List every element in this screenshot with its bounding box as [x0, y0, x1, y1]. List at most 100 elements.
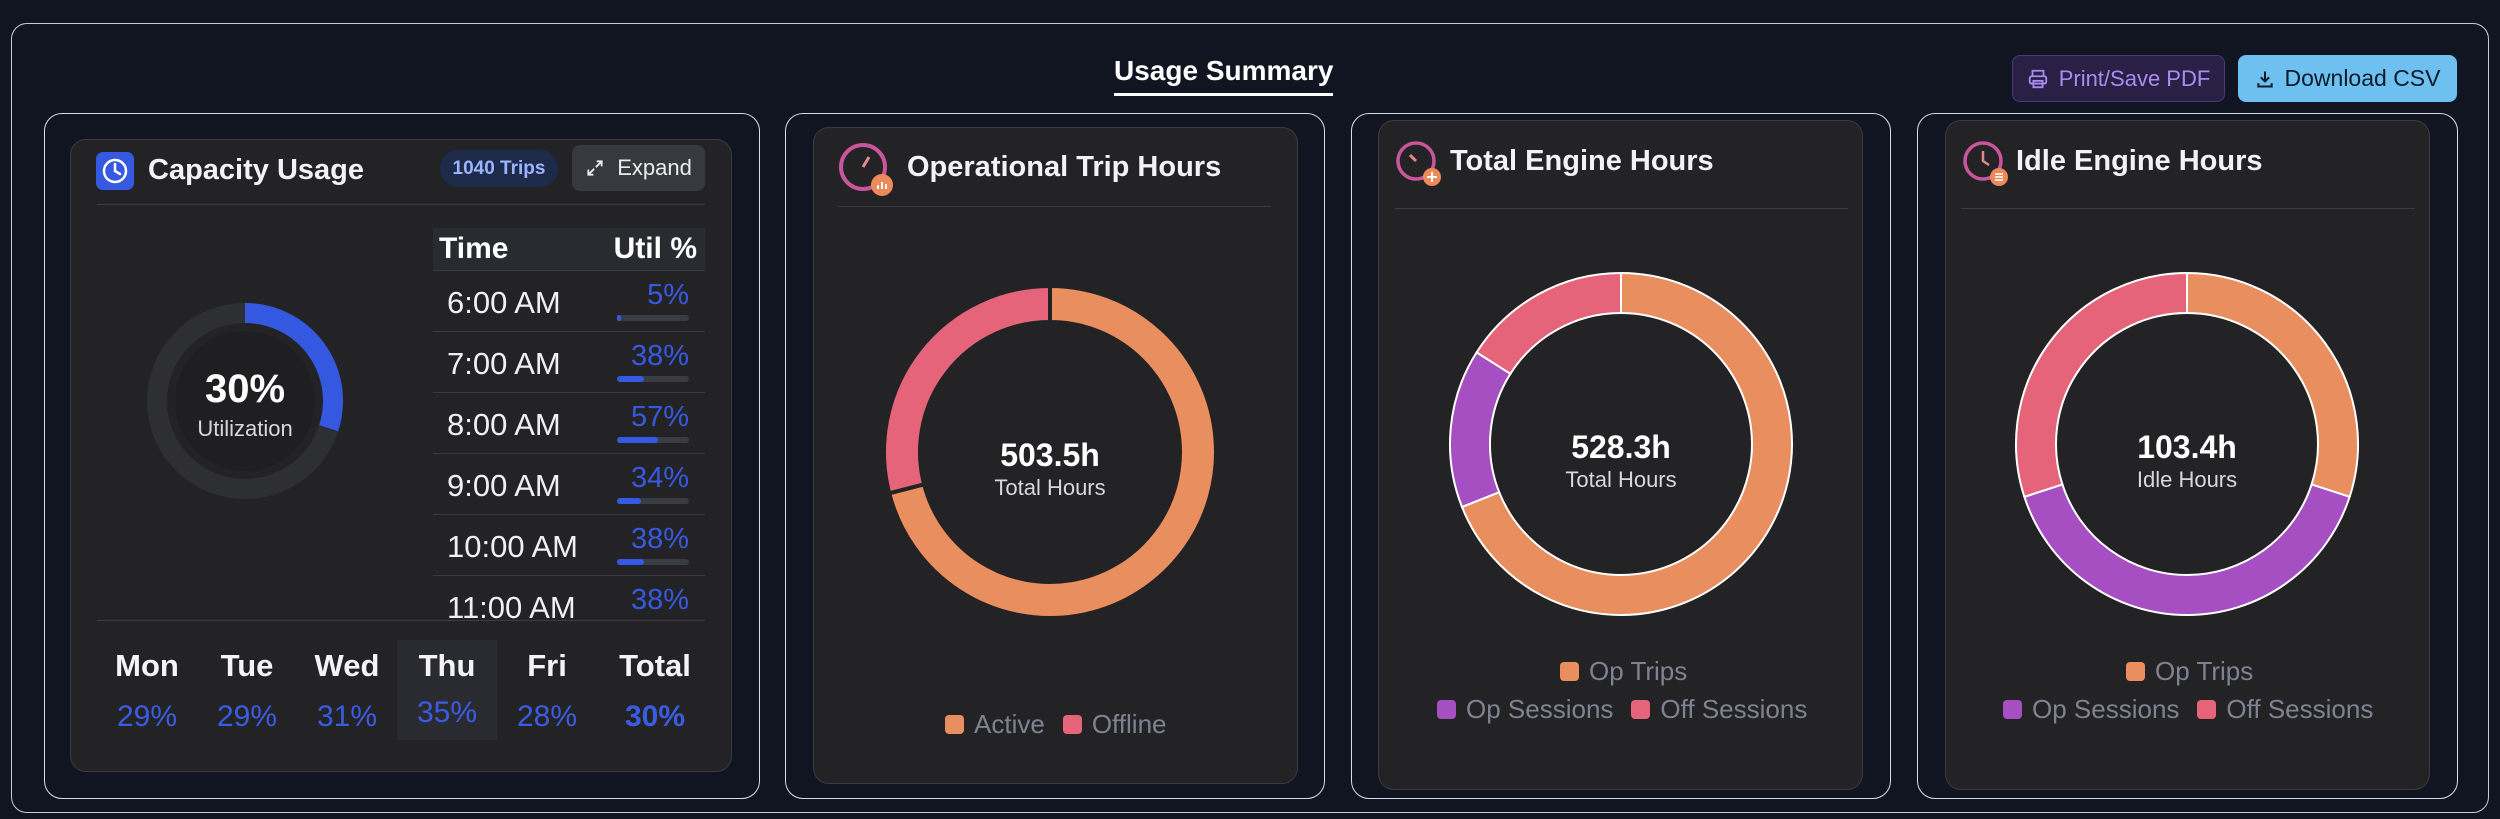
print-save-pdf-button[interactable]: Print/Save PDF	[2012, 55, 2225, 102]
chart2-title: Total Engine Hours	[1450, 145, 1714, 177]
capacity-panel	[44, 113, 760, 799]
chart3-title: Idle Engine Hours	[2016, 145, 2263, 177]
legend-op-sessions: Op Sessions	[2032, 694, 2180, 724]
day-cell-fri: Fri 28%	[497, 640, 597, 740]
day-value: 29%	[216, 700, 278, 733]
donut-slice-off-sessions[interactable]	[2015, 271, 2188, 499]
weekday-summary: Mon 29% Tue 29% Wed 31% Thu 35% Fri 28% Total 30%	[97, 640, 705, 740]
donut-slice-op-sessions[interactable]	[1449, 350, 1512, 509]
day-cell-mon: Mon 29%	[97, 640, 197, 740]
table-row: 7:00 AM 38%	[433, 331, 705, 392]
day-name: Total	[619, 648, 691, 683]
row-time: 9:00 AM	[447, 468, 561, 503]
utilization-ring	[147, 303, 343, 499]
util-bar-fill	[617, 437, 659, 443]
day-cell-total: Total 30%	[605, 640, 705, 740]
idle-clock-icon	[1963, 141, 2008, 186]
day-value: 28%	[516, 700, 578, 733]
engine-hours-donut	[1449, 271, 1793, 616]
chart2-divider	[1395, 208, 1848, 209]
chart1-center-value: 503.5h	[1000, 437, 1100, 473]
table-row: 11:00 AM 38%	[433, 575, 705, 620]
clock-icon	[96, 152, 134, 190]
legend-swatch-op-sessions	[1437, 700, 1456, 719]
chart2-center-label: Total Hours	[1565, 467, 1677, 492]
utilization-value: 30%	[204, 367, 286, 411]
engine-hours-panel	[1351, 113, 1891, 799]
donut-slice-op-sessions[interactable]	[2023, 483, 2351, 617]
legend-swatch-op-sessions	[2003, 700, 2022, 719]
trip-hours-panel	[785, 113, 1325, 799]
chart3-divider	[1962, 208, 2415, 209]
table-row: 6:00 AM 5%	[433, 270, 705, 331]
day-cell-tue: Tue 29%	[197, 640, 297, 740]
legend-op-sessions: Op Sessions	[1466, 694, 1614, 724]
day-value: 35%	[416, 696, 478, 729]
usage-summary-container	[11, 23, 2489, 813]
utilization-arc	[244, 303, 343, 432]
legend-off-sessions: Off Sessions	[2226, 694, 2374, 724]
chart2-legend-row1: Op Trips	[1560, 656, 1687, 687]
legend-swatch-offline	[1062, 715, 1082, 734]
row-util: 38%	[630, 584, 689, 616]
util-bar-fill	[617, 376, 645, 382]
util-bar-fill	[617, 498, 642, 504]
table-row: 8:00 AM 57%	[433, 392, 705, 453]
legend-swatch-off-sessions	[2197, 700, 2217, 719]
util-bar	[617, 498, 689, 504]
row-util: 38%	[630, 523, 689, 555]
chart1-legend: Active Offline	[945, 709, 1167, 740]
util-bar-fill	[617, 315, 621, 321]
row-time: 11:00 AM	[447, 590, 576, 620]
download-csv-button[interactable]: Download CSV	[2238, 55, 2457, 102]
trip-hours-donut	[882, 283, 1218, 620]
row-util: 34%	[630, 462, 689, 494]
legend-op-trips: Op Trips	[2155, 656, 2254, 686]
legend-offline: Offline	[1091, 709, 1167, 739]
legend-active: Active	[974, 709, 1045, 739]
day-value: 29%	[116, 700, 178, 733]
donut-slice-active[interactable]	[886, 283, 1218, 620]
capacity-divider	[97, 204, 705, 205]
chart3-legend-row1: Op Trips	[2126, 656, 2253, 687]
capacity-title: Capacity Usage	[148, 154, 364, 186]
day-value: 30%	[624, 700, 686, 733]
time-header: Time	[439, 232, 509, 265]
speedometer-icon	[839, 143, 893, 196]
chart1-title: Operational Trip Hours	[907, 151, 1222, 183]
day-name: Mon	[115, 648, 179, 683]
download-icon	[2256, 71, 2273, 87]
print-label: Print/Save PDF	[2058, 65, 2211, 91]
util-bar	[617, 376, 689, 382]
donut-slice-offline[interactable]	[882, 283, 1052, 496]
table-row: 9:00 AM 34%	[433, 453, 705, 514]
day-value: 31%	[316, 700, 378, 733]
engine-gauge-icon	[1396, 141, 1441, 186]
day-name: Fri	[527, 648, 567, 683]
table-divider	[97, 620, 705, 621]
day-cell-wed: Wed 31%	[297, 640, 397, 740]
donut-slice-off-sessions[interactable]	[1475, 271, 1622, 376]
idle-hours-panel	[1917, 113, 2458, 799]
utilization-label: Utilization	[197, 416, 293, 441]
table-row: 10:00 AM 38%	[433, 514, 705, 575]
row-time: 8:00 AM	[447, 407, 561, 442]
idle-hours-donut	[2015, 271, 2359, 617]
util-header: Util %	[613, 232, 697, 265]
row-time: 6:00 AM	[447, 285, 561, 320]
chart3-center-label: Idle Hours	[2136, 467, 2238, 492]
expand-button[interactable]: Expand	[572, 145, 705, 191]
row-util: 38%	[630, 340, 689, 372]
chart3-center-value: 103.4h	[2137, 429, 2237, 465]
day-cell-thu: Thu 35%	[397, 640, 497, 740]
util-bar	[617, 559, 689, 565]
chart2-legend-row2: Op Sessions Off Sessions	[1437, 694, 1807, 725]
util-bar-fill	[617, 559, 645, 565]
page-title: Usage Summary	[1114, 55, 1334, 96]
expand-label: Expand	[617, 155, 692, 180]
expand-icon	[587, 160, 603, 176]
chart3-legend-row2: Op Sessions Off Sessions	[2003, 694, 2373, 725]
row-util: 57%	[630, 401, 689, 433]
donut-slice-op-trips[interactable]	[1460, 271, 1793, 616]
util-bar	[617, 437, 689, 443]
